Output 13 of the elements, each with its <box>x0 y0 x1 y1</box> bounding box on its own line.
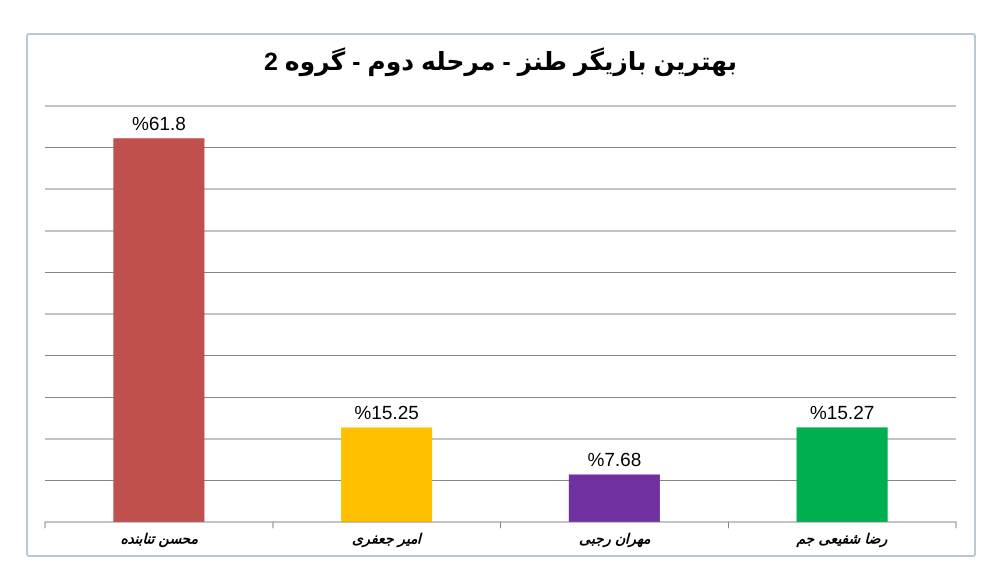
data-label: %61.8 <box>132 114 186 136</box>
bar <box>341 427 432 522</box>
data-label: %15.27 <box>810 403 874 424</box>
x-tick-label: رضا شفیعی جم <box>796 530 888 548</box>
x-tick-label: محسن تنابنده <box>120 530 198 548</box>
bar <box>568 474 660 522</box>
bar <box>796 427 888 522</box>
bar <box>113 138 204 522</box>
chart-title: بهترین بازیگر طنز - مرحله دوم - گروه 2 <box>264 46 738 77</box>
x-tick-label: امیر جعفری <box>352 530 424 548</box>
data-label: %15.25 <box>354 403 419 424</box>
data-label: %7.68 <box>587 450 642 472</box>
x-tick-label: مهران رجبی <box>578 530 651 548</box>
